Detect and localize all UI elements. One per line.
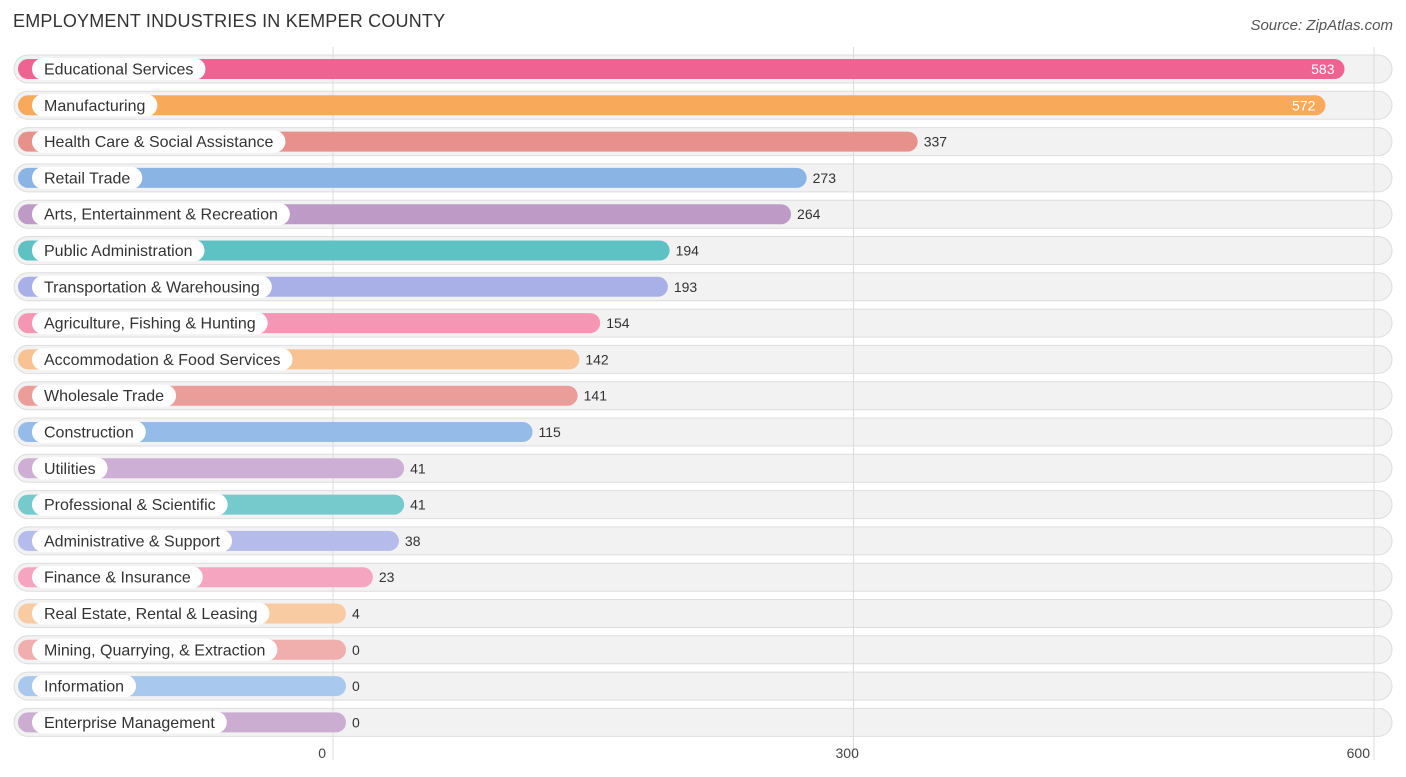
category-label-pill <box>32 638 278 661</box>
category-label: Information <box>44 679 124 696</box>
category-label: Agriculture, Fishing & Hunting <box>44 316 256 333</box>
value-label: 38 <box>405 533 421 549</box>
row-background <box>13 635 1393 665</box>
row-background <box>13 707 1393 737</box>
value-label: 115 <box>539 424 562 440</box>
value-label: 193 <box>674 279 698 295</box>
bars: Educational Services 583 Manufacturing 572 H… <box>18 58 1345 734</box>
row-background <box>13 671 1393 701</box>
value-label: 0 <box>352 642 360 658</box>
category-label: Transportation & Warehousing <box>44 279 260 296</box>
category-label: Accommodation & Food Services <box>44 352 281 369</box>
category-label: Educational Services <box>44 62 193 79</box>
category-label-pill <box>32 348 293 371</box>
category-label-pill <box>32 711 227 734</box>
category-label-pill <box>32 493 228 516</box>
chart-title: EMPLOYMENT INDUSTRIES IN KEMPER COUNTY <box>13 11 446 31</box>
category-label: Construction <box>44 425 134 442</box>
category-label-pill <box>32 58 206 80</box>
x-tick-label: 600 <box>1347 745 1371 761</box>
category-label: Real Estate, Rental & Leasing <box>44 606 257 623</box>
value-label: 41 <box>410 460 426 476</box>
category-label: Health Care & Social Assistance <box>44 134 274 151</box>
bar <box>18 167 807 188</box>
category-label-pill <box>32 529 233 552</box>
category-label-pill <box>32 94 158 117</box>
value-label: 273 <box>813 170 837 186</box>
value-label: 154 <box>606 315 630 331</box>
value-label: 0 <box>352 714 360 730</box>
category-label-pill <box>32 203 290 226</box>
category-label-pill <box>32 566 203 589</box>
x-axis: 0 300 600 <box>318 745 1370 761</box>
category-label: Retail Trade <box>44 170 130 187</box>
category-label-pill <box>32 384 177 407</box>
category-label: Manufacturing <box>44 98 145 115</box>
category-label: Mining, Quarrying, & Extraction <box>44 642 265 659</box>
category-label-pill <box>32 312 268 335</box>
category-label: Utilities <box>44 461 96 478</box>
value-label: 337 <box>924 134 948 150</box>
category-label: Administrative & Support <box>44 533 221 550</box>
category-label: Public Administration <box>44 243 193 260</box>
row-background <box>13 599 1393 628</box>
x-tick-label: 0 <box>318 745 326 761</box>
category-label: Enterprise Management <box>44 715 215 732</box>
category-label-pill <box>32 130 286 153</box>
category-label-pill <box>32 457 108 480</box>
bar <box>18 95 1326 116</box>
category-label-pill <box>32 239 205 262</box>
x-tick-label: 300 <box>836 745 860 761</box>
value-label: 0 <box>352 678 360 694</box>
category-label: Professional & Scientific <box>44 497 216 514</box>
bar <box>18 422 533 442</box>
value-label: 572 <box>1292 97 1316 113</box>
value-label: 41 <box>410 497 426 513</box>
value-label: 4 <box>352 606 360 622</box>
category-label: Arts, Entertainment & Recreation <box>44 207 278 224</box>
value-label: 264 <box>797 206 821 222</box>
category-label: Finance & Insurance <box>44 570 191 587</box>
value-label: 583 <box>1311 61 1335 77</box>
category-label-pill <box>32 602 270 625</box>
bar <box>18 59 1345 79</box>
value-label: 23 <box>379 569 395 585</box>
category-label: Wholesale Trade <box>44 388 164 405</box>
value-label: 142 <box>585 351 609 367</box>
value-label: 141 <box>584 388 608 404</box>
category-label-pill <box>32 675 137 698</box>
category-label-pill <box>32 275 272 298</box>
category-label-pill <box>32 166 143 189</box>
bar <box>18 458 405 479</box>
chart-source: Source: ZipAtlas.com <box>1250 17 1393 34</box>
category-label-pill <box>32 421 146 443</box>
value-label: 194 <box>676 243 700 259</box>
